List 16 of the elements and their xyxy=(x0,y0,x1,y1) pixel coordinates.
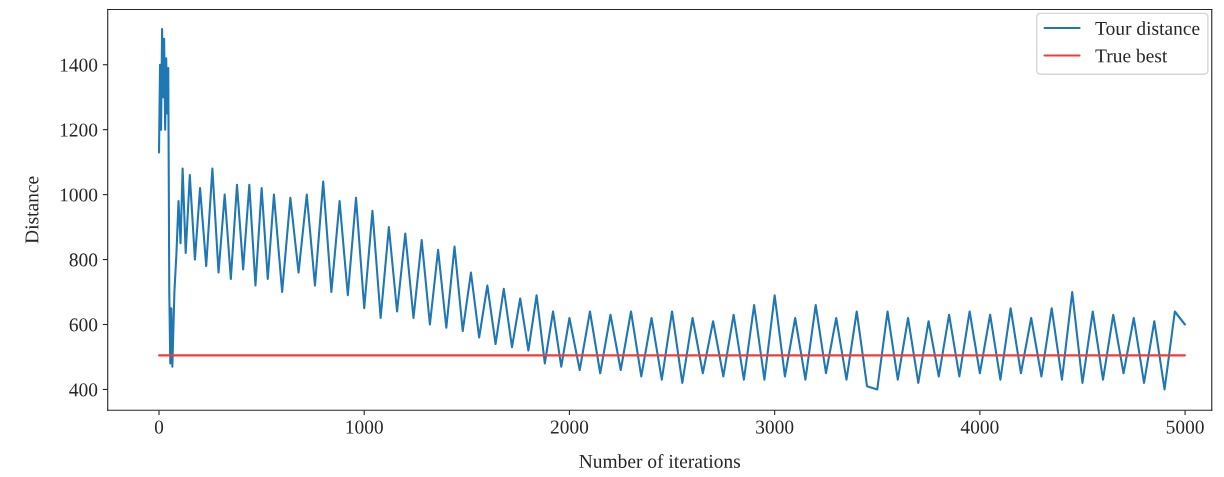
y-tick-label: 1000 xyxy=(60,188,98,202)
x-tick-label: 2000 xyxy=(550,420,589,434)
y-tick-label: 1200 xyxy=(60,123,98,137)
y-tick-label: 400 xyxy=(69,383,98,397)
x-tick-label: 1000 xyxy=(346,420,383,434)
x-axis-title: Number of iterations xyxy=(579,454,741,468)
y-tick-label: 800 xyxy=(69,253,98,267)
legend-label: True best xyxy=(1095,48,1168,63)
x-tick-label: 4000 xyxy=(960,420,999,434)
y-tick-label: 600 xyxy=(69,318,98,332)
y-axis-title: Distance xyxy=(25,176,39,244)
y-tick-label: 1400 xyxy=(60,58,98,72)
legend-label: Tour distance xyxy=(1095,21,1200,36)
x-tick-label: 3000 xyxy=(756,420,794,434)
x-tick-label: 0 xyxy=(154,420,164,434)
x-tick-label: 5000 xyxy=(1166,420,1204,434)
